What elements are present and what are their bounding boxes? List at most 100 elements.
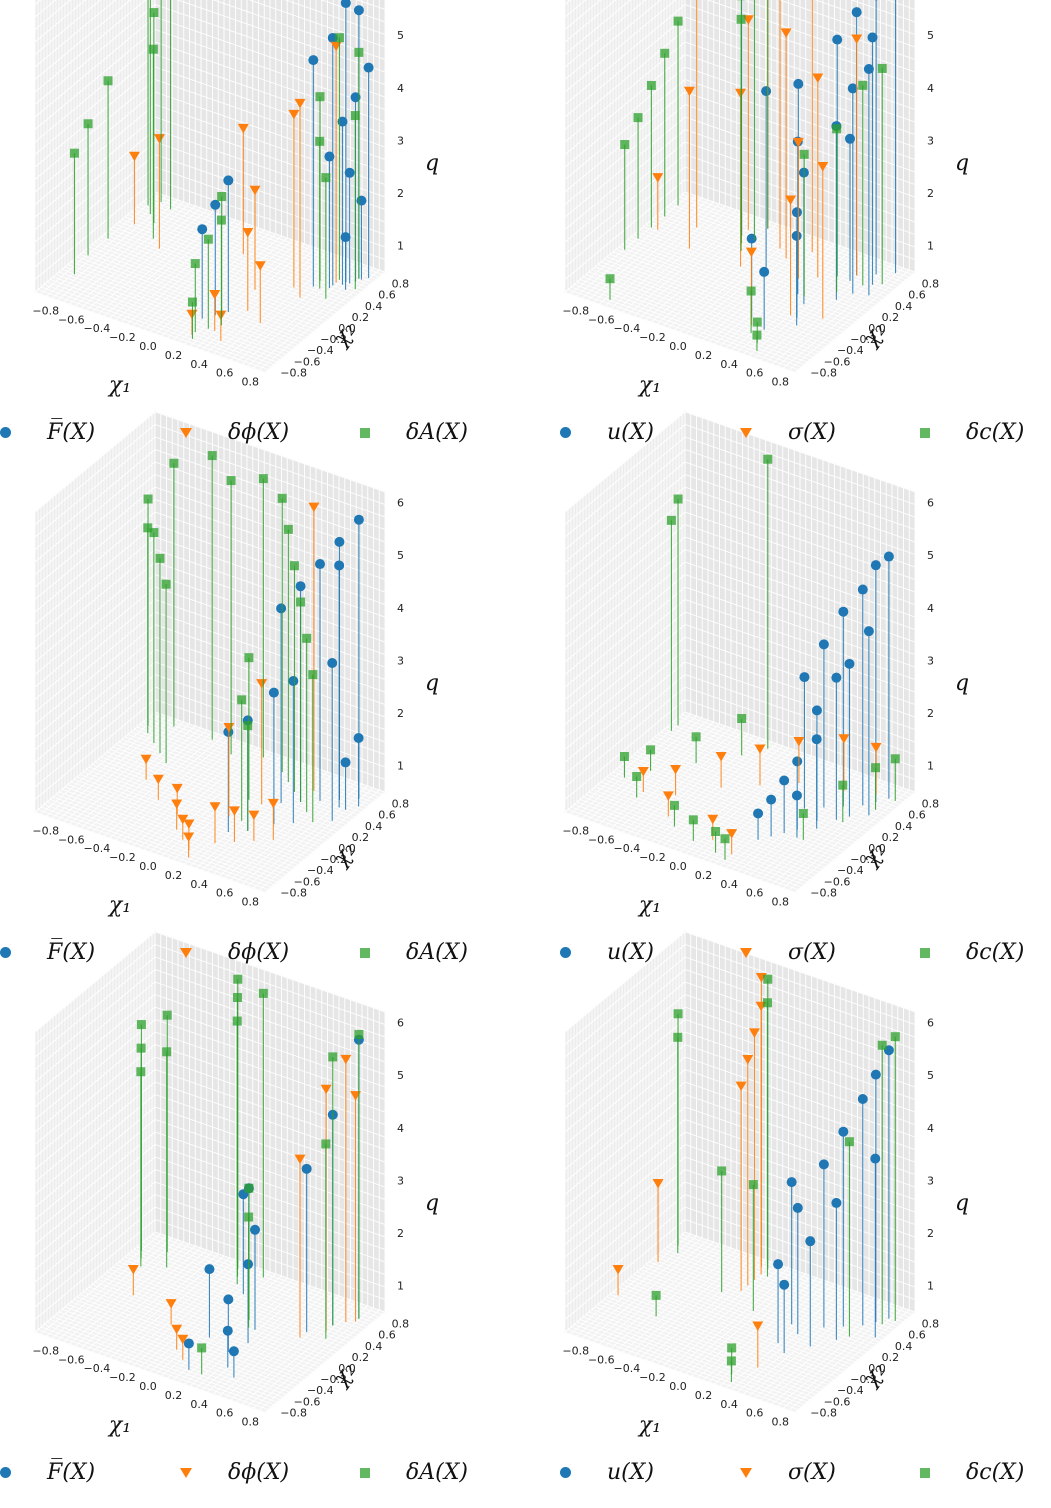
data-point: [277, 493, 287, 503]
data-point: [152, 774, 164, 785]
legend-item: u(X): [560, 1460, 654, 1485]
data-point: [791, 207, 802, 218]
z-tick-label: 2: [397, 707, 404, 720]
y-tick-label: −0.8: [280, 1406, 307, 1419]
data-point: [752, 1321, 764, 1331]
x-tick-label: 0.6: [746, 887, 764, 900]
y-tick-label: 0.2: [882, 1351, 900, 1364]
data-point: [354, 1029, 364, 1039]
y-tick-label: 0.8: [392, 798, 410, 811]
circle-marker-icon: [560, 947, 571, 958]
data-point: [288, 109, 300, 120]
data-point: [766, 794, 777, 805]
data-point: [308, 502, 320, 513]
data-point: [183, 1338, 194, 1349]
circle-marker-icon: [560, 1467, 571, 1478]
series-3: [143, 451, 318, 831]
data-point: [148, 44, 158, 54]
chart-panel-1: −0.8−0.6−0.4−0.20.00.20.40.60.8−0.8−0.6−…: [32, 0, 439, 398]
z-tick-label: 1: [397, 760, 404, 773]
data-point: [295, 581, 306, 592]
series-2: [140, 502, 320, 858]
z-tick-label: 6: [927, 497, 934, 510]
legend-item: δϕ(X): [180, 940, 289, 965]
x-tick-label: 0.2: [165, 349, 183, 362]
y-tick-label: 0.2: [352, 311, 370, 324]
data-point: [354, 47, 364, 57]
y-tick-label: −0.8: [810, 366, 837, 379]
data-point: [867, 32, 878, 43]
x-tick-label: 0.8: [241, 1416, 259, 1429]
z-axis-label: q: [955, 151, 969, 176]
y-tick-label: 0.8: [922, 278, 940, 291]
square-marker-icon: [360, 1467, 370, 1478]
x-tick-label: 0.2: [695, 869, 713, 882]
data-point: [746, 233, 757, 244]
y-tick-label: 0.4: [895, 1340, 913, 1353]
chart-panel-3: −0.8−0.6−0.4−0.20.00.20.40.60.8−0.8−0.6−…: [32, 411, 439, 918]
data-point: [761, 86, 772, 97]
data-point: [209, 802, 221, 812]
data-point: [350, 92, 361, 103]
legend-label: δA(X): [406, 940, 468, 965]
data-point: [735, 88, 747, 99]
data-point: [793, 78, 804, 89]
data-point: [140, 754, 152, 765]
data-point: [258, 988, 268, 998]
data-point: [792, 756, 803, 767]
data-point: [321, 1139, 331, 1149]
data-point: [215, 310, 227, 321]
data-point: [785, 195, 797, 206]
data-point: [207, 451, 217, 461]
x-tick-label: 0.0: [669, 860, 687, 873]
x-tick-label: −0.6: [588, 1353, 615, 1366]
data-point: [632, 772, 642, 782]
z-tick-label: 2: [397, 187, 404, 200]
data-point: [752, 317, 762, 327]
data-point: [688, 815, 698, 825]
data-point: [847, 83, 858, 94]
legend-label: u(X): [607, 420, 654, 445]
data-point: [726, 1356, 736, 1366]
data-point: [720, 834, 730, 844]
y-tick-label: −0.8: [280, 886, 307, 899]
data-point: [222, 1325, 233, 1336]
data-point: [851, 7, 862, 18]
x-tick-label: −0.6: [58, 1353, 85, 1366]
data-point: [753, 808, 764, 819]
x-tick-label: 0.2: [695, 349, 713, 362]
data-point: [315, 92, 325, 102]
data-point: [155, 553, 165, 563]
data-point: [683, 86, 695, 97]
legend-label: σ(X): [788, 1460, 836, 1485]
data-point: [327, 657, 338, 668]
legend-label: δc(X): [966, 420, 1025, 445]
series-2: [637, 734, 882, 855]
data-point: [334, 560, 345, 571]
y-tick-label: −0.4: [307, 864, 334, 877]
x-tick-label: −0.6: [588, 833, 615, 846]
data-point: [203, 234, 213, 244]
data-point: [863, 64, 874, 75]
y-tick-label: 0.0: [868, 322, 886, 335]
x-tick-label: −0.8: [32, 304, 59, 317]
data-point: [857, 1094, 868, 1105]
y-tick-label: −0.6: [294, 355, 321, 368]
data-point: [748, 1028, 760, 1038]
x-tick-label: 0.8: [771, 1416, 789, 1429]
series-1: [753, 551, 894, 840]
x-tick-label: 0.4: [190, 1398, 208, 1411]
data-point: [746, 286, 756, 296]
x-tick-label: −0.2: [109, 331, 136, 344]
data-point: [190, 259, 200, 269]
x-tick-label: −0.4: [614, 842, 641, 855]
data-point: [223, 1294, 234, 1305]
data-point: [652, 173, 664, 183]
data-point: [798, 808, 808, 818]
data-point: [666, 515, 676, 525]
data-point: [315, 559, 325, 570]
data-point: [83, 119, 93, 129]
data-point: [143, 494, 153, 504]
x-tick-label: 0.6: [746, 367, 764, 380]
y-tick-label: 0.0: [868, 842, 886, 855]
